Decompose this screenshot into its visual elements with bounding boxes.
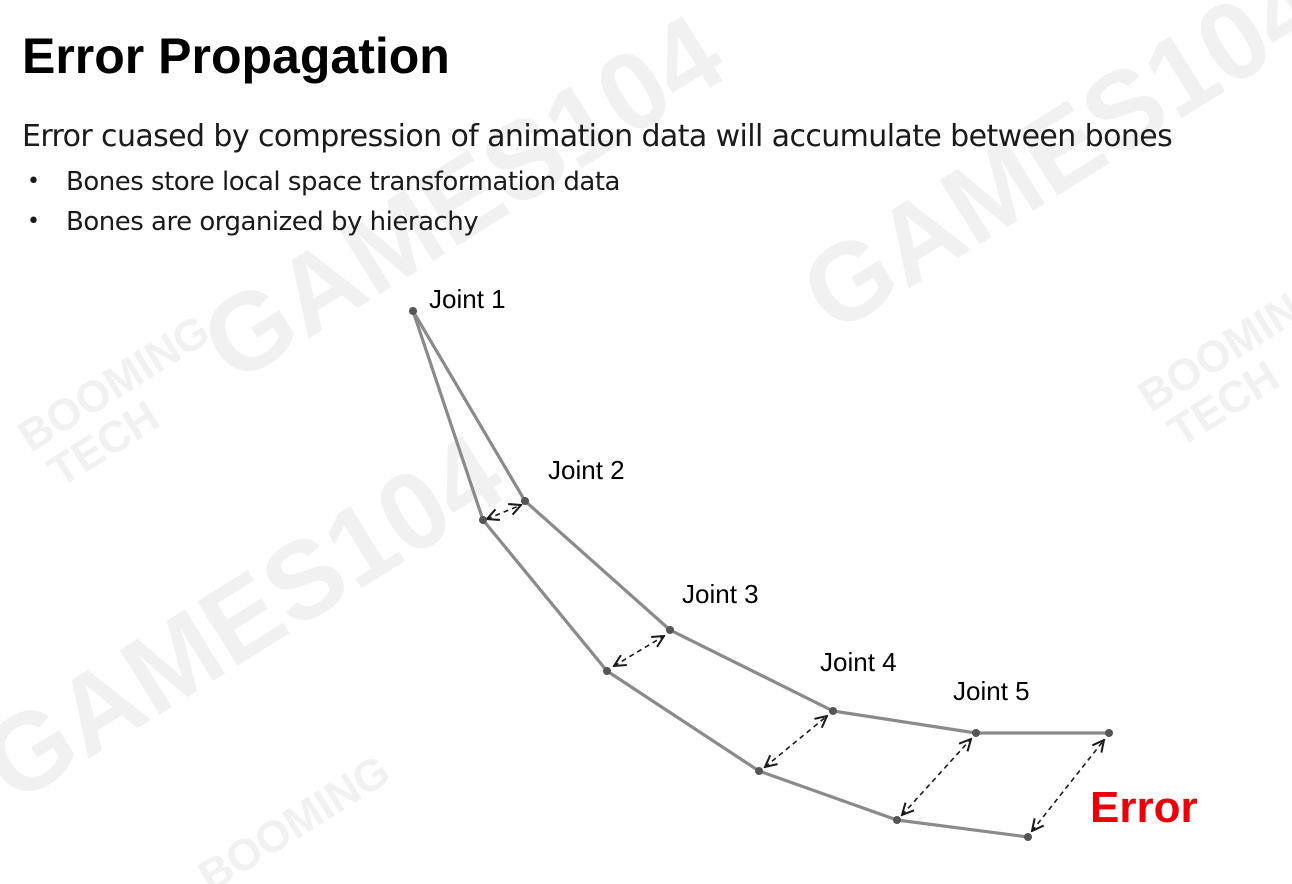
- joint-3-compressed-dot: [603, 667, 611, 675]
- joint-5-dot: [972, 729, 980, 737]
- joint-4-label: Joint 4: [820, 647, 897, 677]
- end-compressed-dot: [1024, 833, 1032, 841]
- bullet-dot-icon: •: [27, 209, 40, 234]
- joint-4-dot: [829, 707, 837, 715]
- bullet-text: Bones store local space transformation d…: [66, 167, 620, 197]
- error-arrow-joint-5: [902, 739, 971, 815]
- joint-dots: [409, 307, 1113, 841]
- joint-4-compressed-dot: [755, 767, 763, 775]
- bone-1-2-original: [411, 309, 527, 503]
- end-dot: [1105, 729, 1113, 737]
- joint-3-label: Joint 3: [682, 579, 759, 609]
- error-arrow-joint-2: [487, 505, 521, 519]
- bone-3-4-original: [668, 628, 835, 713]
- joint-1-label: Joint 1: [429, 284, 506, 314]
- bullet-text: Bones are organized by hierachy: [66, 207, 479, 237]
- bone-1-2-compressed: [411, 309, 485, 522]
- joint-1-dot: [409, 307, 417, 315]
- bullet-dot-icon: •: [27, 169, 40, 194]
- error-arrow-joint-3: [614, 636, 664, 666]
- error-arrow-joint-4: [765, 716, 827, 767]
- bone-2-3-original: [523, 499, 672, 632]
- slide-title: Error Propagation: [22, 28, 450, 84]
- bone-5-end-compressed: [895, 818, 1030, 839]
- bullet-item: • Bones are organized by hierachy: [22, 204, 620, 244]
- slide-subtitle: Error cuased by compression of animation…: [22, 119, 1173, 154]
- compressed-bone-chain: [411, 309, 1030, 839]
- joint-2-dot: [521, 497, 529, 505]
- joint-2-label: Joint 2: [548, 455, 625, 485]
- bone-4-5-original: [831, 709, 978, 735]
- error-label: Error: [1090, 783, 1198, 832]
- error-arrows: [487, 505, 1104, 831]
- bone-4-5-compressed: [757, 769, 899, 822]
- bullet-item: • Bones store local space transformation…: [22, 164, 620, 204]
- bullet-list: • Bones store local space transformation…: [22, 164, 620, 244]
- joint-2-compressed-dot: [479, 516, 487, 524]
- joint-3-dot: [666, 626, 674, 634]
- joint-5-compressed-dot: [893, 816, 901, 824]
- bone-2-3-compressed: [481, 518, 609, 673]
- joint-5-label: Joint 5: [953, 676, 1030, 706]
- bone-3-4-compressed: [605, 669, 761, 773]
- error-arrow-end: [1032, 740, 1104, 831]
- original-bone-chain: [411, 309, 1111, 735]
